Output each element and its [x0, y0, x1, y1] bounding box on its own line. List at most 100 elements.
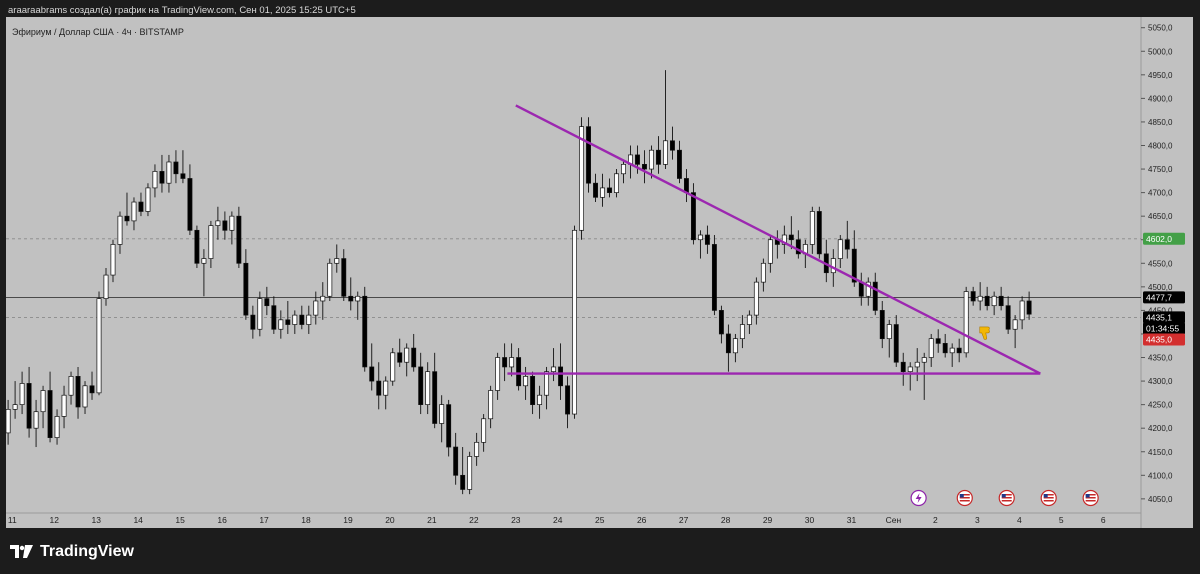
candle-body: [124, 215, 130, 222]
candle-body: [984, 295, 990, 307]
candle-body: [893, 324, 899, 363]
candle-body: [453, 446, 459, 476]
price-chart[interactable]: 4050,04100,04150,04200,04250,04300,04350…: [6, 17, 1193, 528]
candle-body: [949, 347, 955, 354]
y-tick-label: 4750,0: [1148, 165, 1173, 174]
candle-body: [194, 229, 200, 264]
us-flag-icon[interactable]: [998, 489, 1015, 507]
price-badge-reference: [1143, 291, 1185, 304]
x-tick-label: 26: [637, 515, 647, 525]
candle-body: [26, 383, 32, 429]
candle-body: [914, 361, 920, 368]
candle-body: [264, 298, 270, 307]
candle-body: [1026, 300, 1032, 315]
candle-body: [704, 234, 710, 245]
candle-body: [872, 281, 878, 311]
candle-body: [551, 366, 557, 373]
candle-body: [928, 338, 934, 358]
candle-body: [404, 347, 410, 363]
y-tick-label: 4650,0: [1148, 212, 1173, 221]
candle-body: [558, 366, 564, 387]
x-tick-label: Сен: [886, 515, 902, 525]
price-badge-label: 4435,0: [1146, 334, 1172, 344]
x-tick-label: 30: [805, 515, 815, 525]
us-flag-icon[interactable]: [1082, 489, 1099, 507]
candle-body: [278, 319, 284, 330]
candle-body: [19, 383, 25, 405]
x-tick-label: 23: [511, 515, 521, 525]
symbol-title: Эфириум / Доллар США · 4ч · BITSTAMP: [12, 27, 184, 37]
candle-body: [935, 338, 941, 344]
candle-body: [697, 234, 703, 241]
candle-body: [460, 474, 466, 490]
thumbs-down-icon[interactable]: [979, 326, 990, 340]
candle-body: [837, 239, 843, 259]
lightning-icon[interactable]: [910, 489, 927, 507]
price-badge-countdown: [1143, 322, 1185, 335]
x-tick-label: 31: [847, 515, 857, 525]
candle-body: [676, 149, 682, 179]
candle-body: [991, 295, 997, 307]
candle-body: [788, 234, 794, 241]
candle-body: [579, 126, 584, 231]
y-tick-label: 4900,0: [1148, 94, 1173, 103]
candle-body: [334, 258, 340, 264]
candle-body: [649, 149, 654, 170]
candle-body: [40, 390, 46, 413]
candle-body: [383, 380, 389, 396]
price-badge-label: 4477,7: [1146, 292, 1172, 302]
y-tick-label: 4150,0: [1148, 448, 1173, 457]
tradingview-logo-icon[interactable]: [10, 545, 34, 559]
candle-body: [376, 380, 382, 396]
candle-body: [369, 366, 375, 382]
us-flag-icon[interactable]: [1040, 489, 1057, 507]
candle-body: [418, 366, 424, 405]
resistance-trendline[interactable]: [515, 104, 1041, 375]
y-tick-label: 4100,0: [1148, 471, 1173, 480]
chart-caption: araaraabrams создал(а) график на Trading…: [8, 5, 356, 16]
candle-body: [229, 215, 235, 231]
candle-body: [621, 163, 626, 175]
us-flag-icon[interactable]: [956, 489, 973, 507]
candle-body: [488, 390, 494, 420]
candle-body: [977, 295, 983, 302]
brand-name[interactable]: TradingView: [40, 543, 134, 560]
candle-body: [844, 239, 850, 250]
candle-body: [33, 411, 39, 429]
chart-area[interactable]: 4050,0 4100,0 4150,0 4200,0 4250,0 4300,0 4350…: [6, 17, 1193, 528]
candle-body: [117, 215, 123, 245]
y-tick-label: 4800,0: [1148, 142, 1173, 151]
candle-body: [809, 211, 815, 245]
candle-body: [509, 357, 515, 368]
candle-body: [544, 371, 550, 396]
candle-body: [900, 361, 906, 373]
candle-body: [970, 291, 976, 302]
candle-body: [432, 371, 438, 424]
y-tick-label: 5050,0: [1148, 24, 1173, 33]
candle-body: [54, 416, 60, 438]
candle-body: [690, 192, 696, 241]
candle-body: [942, 343, 948, 354]
candle-body: [572, 229, 577, 415]
candle-body: [467, 456, 473, 490]
candle-body: [1019, 300, 1025, 321]
candle-body: [236, 215, 242, 264]
candle-body: [68, 376, 74, 396]
x-tick-label: 29: [763, 515, 773, 525]
candle-body: [586, 126, 591, 184]
candle-body: [425, 371, 431, 405]
candle-body: [355, 295, 361, 302]
candle-body: [1005, 305, 1011, 330]
candle-body: [187, 178, 193, 231]
price-badge-resistance: [1143, 232, 1185, 245]
candle-body: [173, 161, 179, 175]
candle-body: [446, 404, 452, 448]
candle-body: [746, 314, 752, 325]
candle-body: [292, 314, 298, 325]
x-tick-label: 11: [8, 515, 17, 525]
candle-body: [642, 163, 647, 170]
price-badge-level: [1143, 333, 1185, 346]
y-tick-label: 4300,0: [1148, 377, 1173, 386]
candle-body: [208, 225, 214, 259]
y-tick-label: 4450,0: [1148, 306, 1173, 315]
